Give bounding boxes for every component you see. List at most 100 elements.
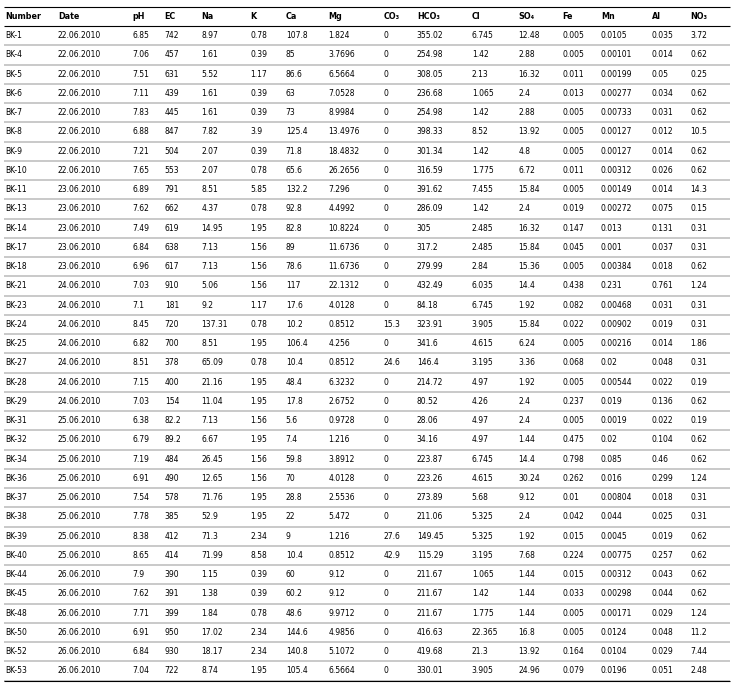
Text: 2.84: 2.84 [471, 262, 488, 272]
Text: BK-38: BK-38 [5, 512, 27, 521]
Text: 15.84: 15.84 [518, 320, 540, 329]
Text: 0.00775: 0.00775 [601, 551, 632, 560]
Text: 144.6: 144.6 [286, 628, 308, 637]
Text: 1.17: 1.17 [250, 70, 267, 79]
Text: 7.04: 7.04 [132, 666, 149, 676]
Text: 26.06.2010: 26.06.2010 [58, 570, 102, 579]
Text: 26.06.2010: 26.06.2010 [58, 590, 102, 598]
Text: 341.6: 341.6 [417, 339, 439, 348]
Text: 22.06.2010: 22.06.2010 [58, 70, 101, 79]
Text: EC: EC [164, 12, 176, 21]
Text: 0: 0 [383, 339, 388, 348]
Text: 6.91: 6.91 [132, 628, 149, 637]
Text: 7.0528: 7.0528 [328, 89, 355, 98]
Text: 6.84: 6.84 [132, 243, 149, 252]
Text: 24.6: 24.6 [383, 358, 400, 367]
Text: 80.52: 80.52 [417, 397, 439, 406]
Text: 0: 0 [383, 493, 388, 502]
Text: BK-53: BK-53 [5, 666, 27, 676]
Text: 7.455: 7.455 [471, 185, 493, 194]
Text: 3.7696: 3.7696 [328, 51, 355, 60]
Text: 0.39: 0.39 [250, 89, 267, 98]
Text: 0.005: 0.005 [562, 609, 584, 618]
Text: 4.4992: 4.4992 [328, 205, 355, 213]
Text: 553: 553 [164, 166, 179, 175]
Text: 149.45: 149.45 [417, 531, 444, 541]
Text: 7.19: 7.19 [132, 455, 149, 464]
Text: 0.62: 0.62 [690, 570, 707, 579]
Text: 48.4: 48.4 [286, 378, 303, 386]
Text: 4.0128: 4.0128 [328, 301, 355, 310]
Text: BK-24: BK-24 [5, 320, 27, 329]
Text: 0.011: 0.011 [562, 70, 584, 79]
Text: 14.95: 14.95 [201, 224, 223, 233]
Text: 106.4: 106.4 [286, 339, 308, 348]
Text: 117: 117 [286, 281, 300, 291]
Text: 4.37: 4.37 [201, 205, 219, 213]
Text: 0.005: 0.005 [562, 262, 584, 272]
Text: 0.014: 0.014 [652, 185, 673, 194]
Text: 323.91: 323.91 [417, 320, 444, 329]
Text: 26.06.2010: 26.06.2010 [58, 628, 102, 637]
Text: 2.48: 2.48 [690, 666, 707, 676]
Text: 1.61: 1.61 [201, 108, 218, 117]
Text: 0.0196: 0.0196 [601, 666, 627, 676]
Text: 34.16: 34.16 [417, 436, 439, 445]
Text: 10.4: 10.4 [286, 551, 303, 560]
Text: 0.62: 0.62 [690, 262, 707, 272]
Text: 0.00312: 0.00312 [601, 570, 632, 579]
Text: 0.31: 0.31 [690, 301, 707, 310]
Text: 0: 0 [383, 185, 388, 194]
Text: 0.031: 0.031 [652, 108, 673, 117]
Text: 3.195: 3.195 [471, 551, 493, 560]
Text: 6.3232: 6.3232 [328, 378, 355, 386]
Text: 0.00216: 0.00216 [601, 339, 632, 348]
Text: 26.45: 26.45 [201, 455, 223, 464]
Text: 1.216: 1.216 [328, 436, 350, 445]
Text: 0: 0 [383, 127, 388, 137]
Text: 0.00384: 0.00384 [601, 262, 632, 272]
Text: 631: 631 [164, 70, 179, 79]
Text: 0.044: 0.044 [652, 590, 673, 598]
Text: BK-48: BK-48 [5, 609, 27, 618]
Text: BK-29: BK-29 [5, 397, 27, 406]
Text: 0.079: 0.079 [562, 666, 584, 676]
Text: 0.9728: 0.9728 [328, 416, 355, 425]
Text: 0: 0 [383, 416, 388, 425]
Text: 11.6736: 11.6736 [328, 243, 360, 252]
Text: 0.031: 0.031 [652, 301, 673, 310]
Text: Number: Number [5, 12, 41, 21]
Text: 22.06.2010: 22.06.2010 [58, 108, 101, 117]
Text: 391: 391 [164, 590, 179, 598]
Text: 0.31: 0.31 [690, 320, 707, 329]
Text: BK-32: BK-32 [5, 436, 27, 445]
Text: 0.299: 0.299 [652, 474, 673, 483]
Text: 6.82: 6.82 [132, 339, 149, 348]
Text: 0.31: 0.31 [690, 512, 707, 521]
Text: 0: 0 [383, 570, 388, 579]
Text: 0.00312: 0.00312 [601, 166, 632, 175]
Text: 5.85: 5.85 [250, 185, 267, 194]
Text: 0.62: 0.62 [690, 166, 707, 175]
Text: 1.95: 1.95 [250, 666, 267, 676]
Text: 24.06.2010: 24.06.2010 [58, 397, 102, 406]
Text: 0.438: 0.438 [562, 281, 584, 291]
Text: 0.014: 0.014 [652, 146, 673, 156]
Text: 0.019: 0.019 [562, 205, 584, 213]
Text: 1.38: 1.38 [201, 590, 218, 598]
Text: 1.95: 1.95 [250, 436, 267, 445]
Text: BK-5: BK-5 [5, 70, 22, 79]
Text: 2.4: 2.4 [518, 89, 531, 98]
Text: 0.005: 0.005 [562, 127, 584, 137]
Text: 0.05: 0.05 [652, 70, 669, 79]
Text: 385: 385 [164, 512, 179, 521]
Text: 0.00101: 0.00101 [601, 51, 632, 60]
Text: 52.9: 52.9 [201, 512, 219, 521]
Text: 2.88: 2.88 [518, 108, 535, 117]
Text: 0.015: 0.015 [562, 531, 584, 541]
Text: 71.99: 71.99 [201, 551, 223, 560]
Text: 0.005: 0.005 [562, 108, 584, 117]
Text: 14.4: 14.4 [518, 281, 535, 291]
Text: 0: 0 [383, 609, 388, 618]
Text: BK-45: BK-45 [5, 590, 27, 598]
